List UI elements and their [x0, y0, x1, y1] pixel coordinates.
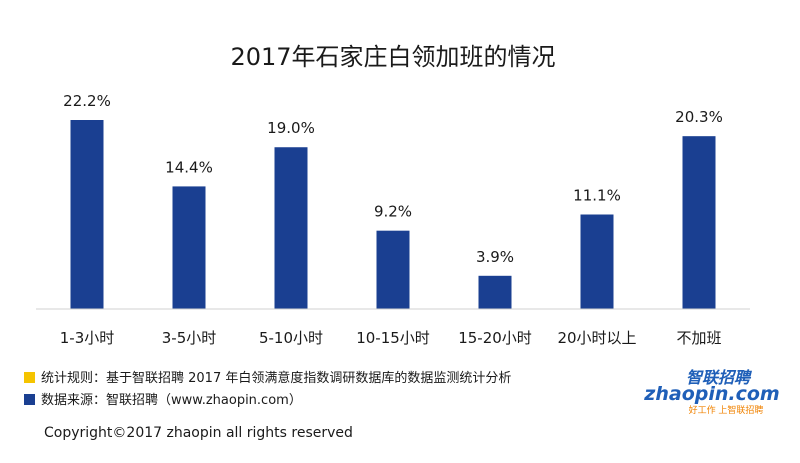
source-label: 数据来源：智联招聘（www.zhaopin.com）: [41, 393, 302, 408]
bar-3: [376, 230, 410, 309]
value-label-6: 20.3%: [675, 108, 723, 126]
footer-notes: 统计规则：基于智联招聘 2017 年白领满意度指数调研数据库的数据监测统计分析 …: [24, 370, 511, 441]
logo-latin-text: zhaopin.com: [643, 383, 779, 405]
copyright-text: Copyright©2017 zhaopin all rights reserv…: [44, 425, 353, 441]
tick-labels-layer: 1-3小时 3-5小时 5-10小时 10-15小时 15-20小时 20小时以上 不加班: [60, 329, 722, 347]
zhaopin-logo: 智联招聘 zhaopin.com 好工作 上智联招聘: [643, 368, 779, 416]
x-tick-label-2: 5-10小时: [259, 329, 323, 347]
logo-tagline: 好工作 上智联招聘: [689, 404, 764, 416]
rule-label: 统计规则：基于智联招聘 2017 年白领满意度指数调研数据库的数据监测统计分析: [41, 370, 511, 386]
value-label-4: 3.9%: [476, 248, 514, 266]
rule-marker: [24, 372, 35, 383]
x-tick-label-5: 20小时以上: [557, 329, 636, 347]
value-label-2: 19.0%: [267, 119, 315, 137]
value-label-5: 11.1%: [573, 187, 621, 205]
chart-title: 2017年石家庄白领加班的情况: [230, 43, 555, 71]
bar-2: [274, 147, 308, 309]
bar-1: [172, 186, 206, 309]
bar-0: [70, 120, 104, 309]
value-label-3: 9.2%: [374, 203, 412, 221]
logo-chinese-text: 智联招聘: [686, 368, 753, 387]
x-tick-label-4: 15-20小时: [458, 329, 532, 347]
bar-4: [478, 275, 512, 309]
value-labels-layer: 22.2% 14.4% 19.0% 9.2% 3.9% 11.1% 20.3%: [63, 92, 723, 266]
x-tick-label-0: 1-3小时: [60, 329, 115, 347]
x-tick-label-3: 10-15小时: [356, 329, 430, 347]
x-tick-label-6: 不加班: [676, 329, 721, 347]
source-marker: [24, 394, 35, 405]
x-tick-label-1: 3-5小时: [162, 329, 217, 347]
bar-6: [682, 136, 716, 309]
bars-layer: [70, 120, 716, 309]
bar-5: [580, 214, 614, 309]
value-label-0: 22.2%: [63, 92, 111, 110]
value-label-1: 14.4%: [165, 158, 213, 176]
